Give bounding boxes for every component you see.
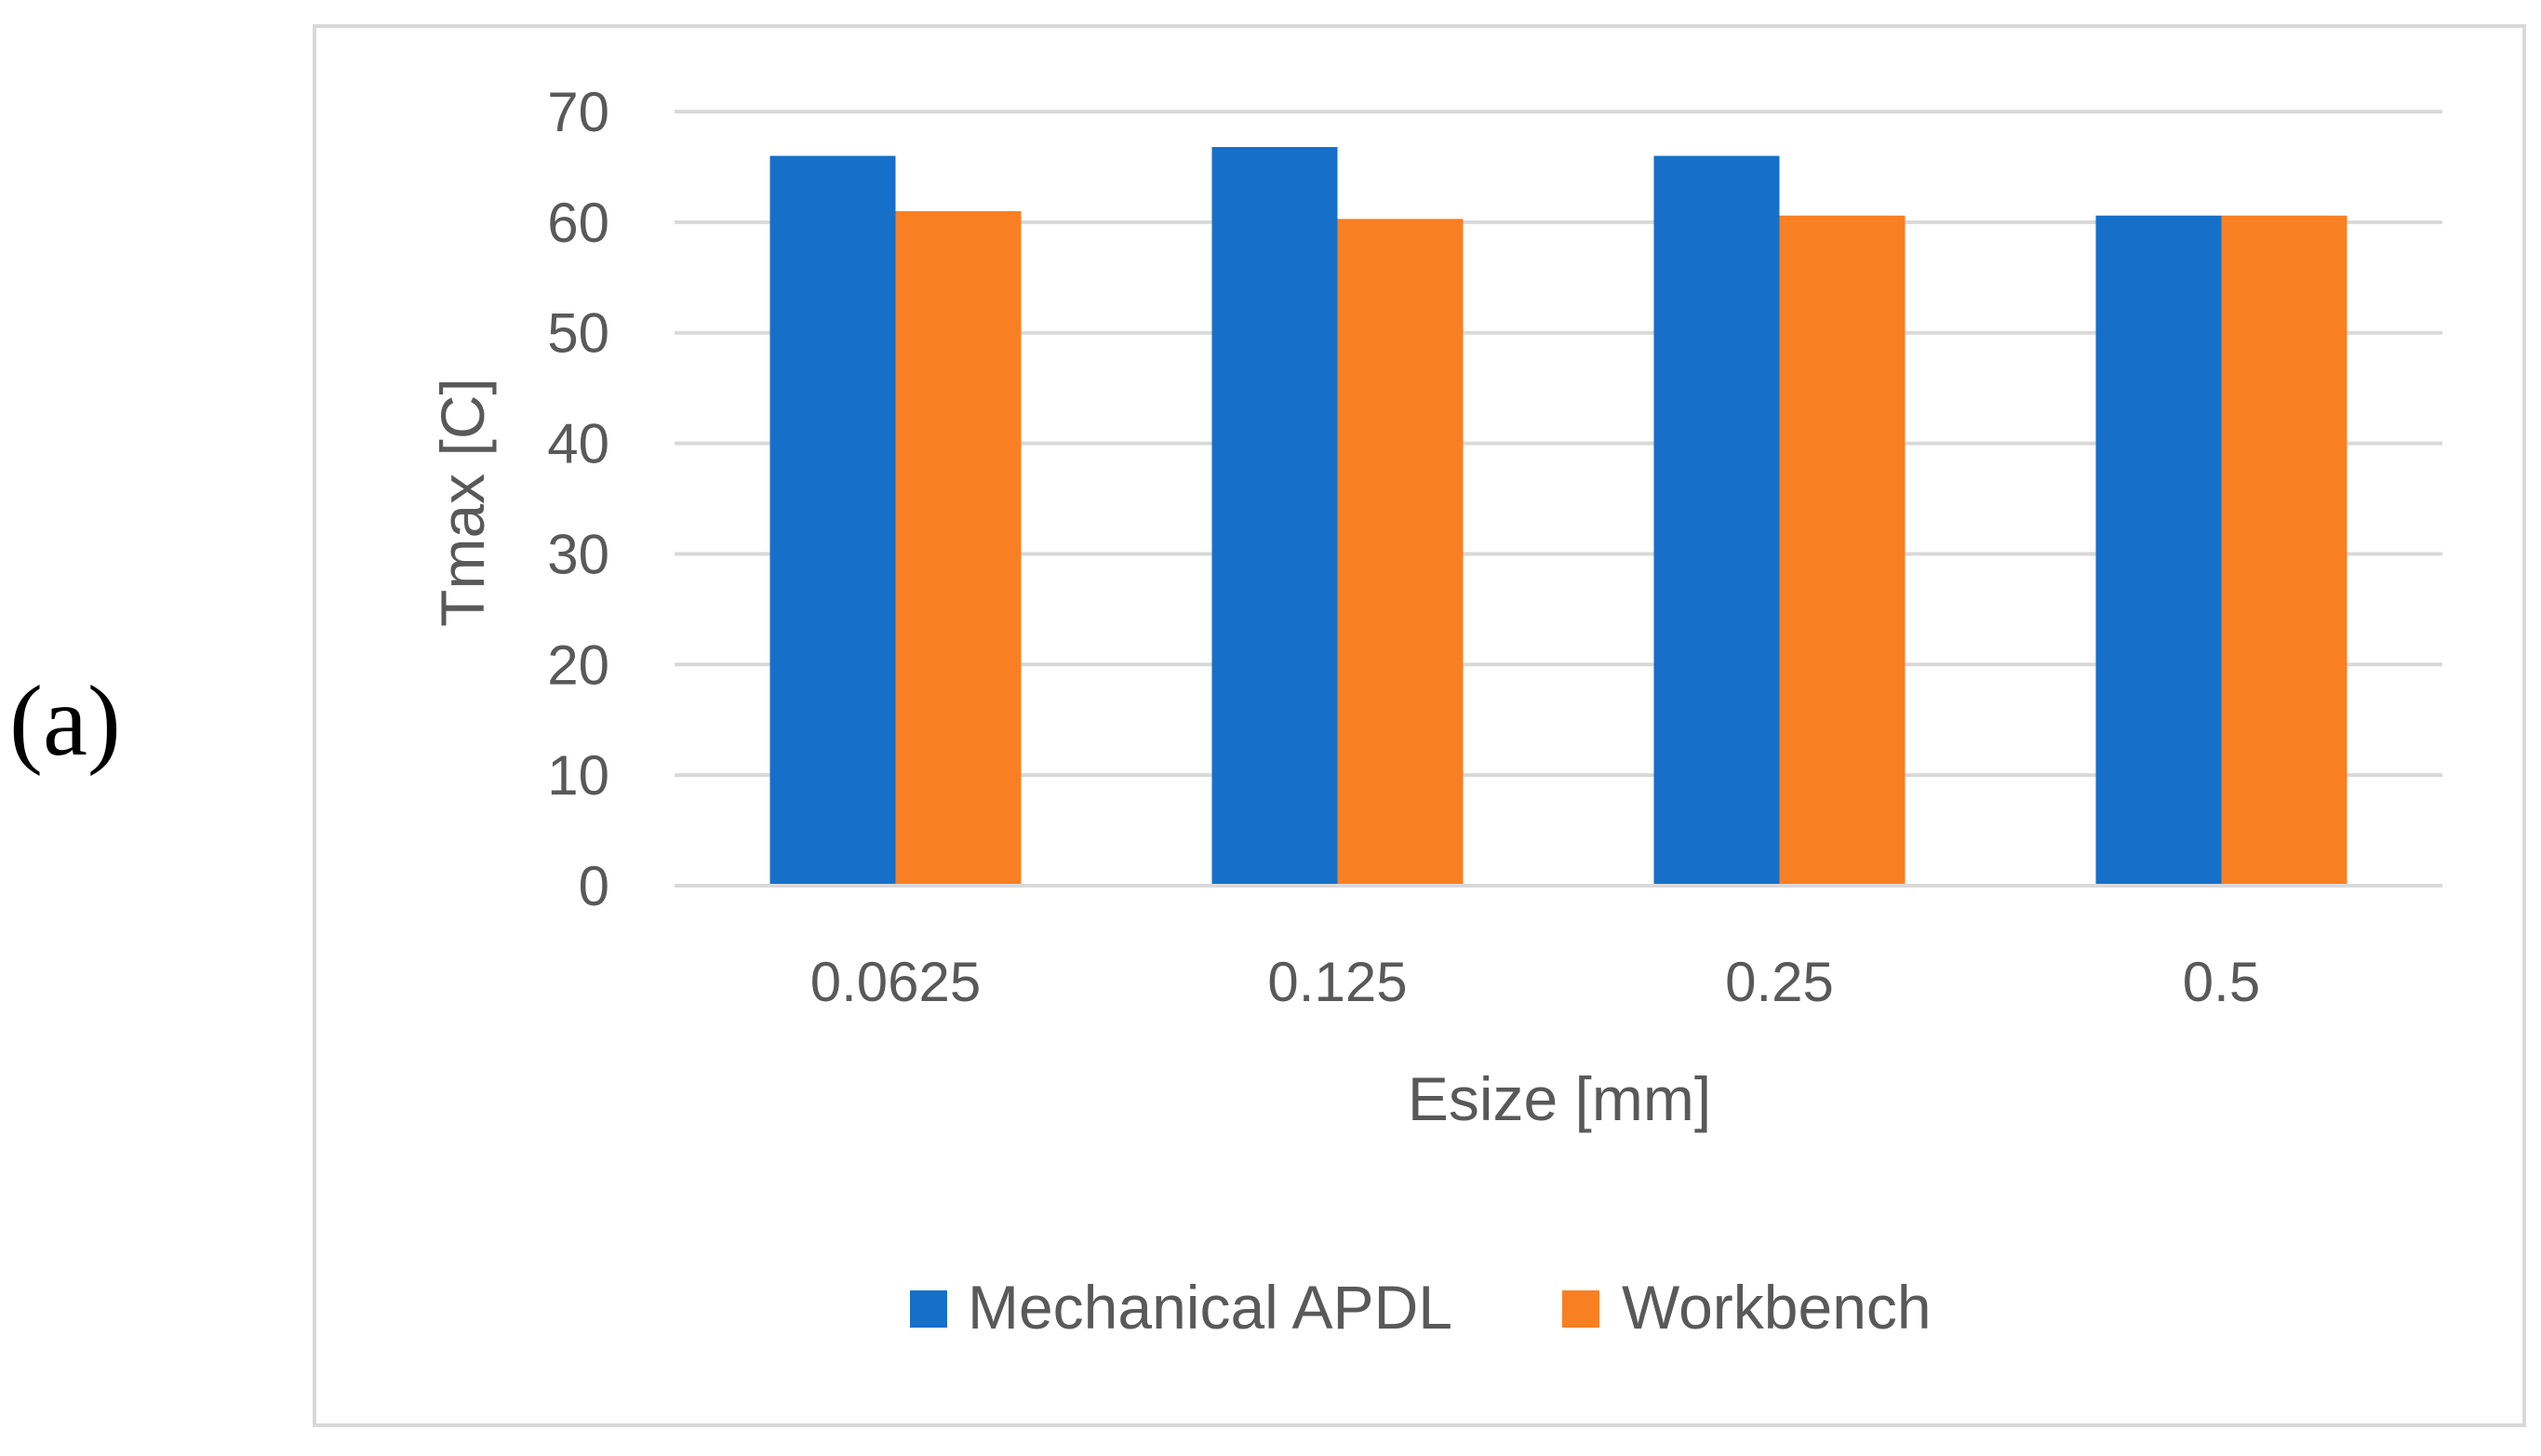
y-tick-label: 0 xyxy=(579,855,609,917)
x-tick-label: 0.0625 xyxy=(810,951,982,1013)
y-tick-label: 20 xyxy=(547,634,609,696)
bar-workbench-0.125 xyxy=(1337,219,1464,886)
y-tick-label: 10 xyxy=(547,744,609,807)
y-tick-label: 60 xyxy=(547,192,609,254)
y-tick-label: 40 xyxy=(547,413,609,475)
legend-label-mechanical-apdl: Mechanical APDL xyxy=(968,1273,1452,1342)
x-tick-labels: 0.0625 0.125 0.25 0.5 xyxy=(810,951,2260,1013)
y-tick-label: 50 xyxy=(547,302,609,365)
legend: Mechanical APDL Workbench xyxy=(910,1273,1932,1342)
y-tick-label: 70 xyxy=(547,81,609,143)
bar-workbench-0.25 xyxy=(1779,215,1906,886)
x-tick-label: 0.125 xyxy=(1267,951,1407,1013)
bar-mechanical-apdl-0.0625 xyxy=(769,155,896,887)
x-axis-title: Esize [mm] xyxy=(1408,1064,1711,1133)
panel-label: (a) xyxy=(9,666,121,777)
bars xyxy=(675,147,2442,888)
bar-mechanical-apdl-0.5 xyxy=(2095,215,2222,886)
x-tick-label: 0.25 xyxy=(1725,951,1834,1013)
legend-swatch-mechanical-apdl xyxy=(910,1290,947,1328)
bar-mechanical-apdl-0.125 xyxy=(1211,147,1338,886)
y-tick-label: 30 xyxy=(547,523,609,585)
y-axis-title: Tmax [C] xyxy=(428,378,497,627)
x-tick-label: 0.5 xyxy=(2183,951,2260,1013)
y-tick-labels: 0 10 20 30 40 50 60 70 xyxy=(547,81,609,917)
legend-swatch-workbench xyxy=(1562,1290,1599,1328)
bar-workbench-0.0625 xyxy=(895,210,1022,886)
legend-label-workbench: Workbench xyxy=(1622,1273,1932,1342)
bar-workbench-0.5 xyxy=(2221,215,2347,886)
bar-mechanical-apdl-0.25 xyxy=(1653,155,1780,887)
